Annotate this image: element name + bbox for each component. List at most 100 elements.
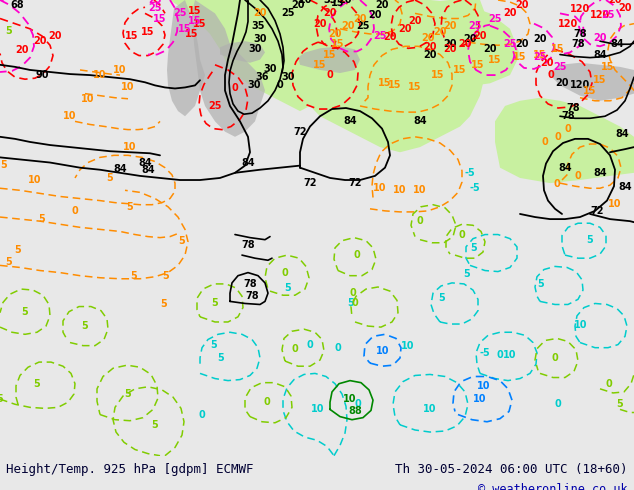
Text: 36: 36 <box>256 72 269 82</box>
Text: 15: 15 <box>141 27 155 37</box>
Text: 20: 20 <box>443 45 456 54</box>
Text: 5: 5 <box>127 202 133 212</box>
Text: 15: 15 <box>188 6 202 16</box>
Text: 25: 25 <box>373 31 387 41</box>
Text: 15: 15 <box>488 55 501 65</box>
Text: 0: 0 <box>417 216 424 226</box>
Text: 84: 84 <box>615 129 629 139</box>
Text: 15: 15 <box>593 75 607 85</box>
Text: 20: 20 <box>253 8 267 18</box>
Text: 5: 5 <box>39 214 46 224</box>
Polygon shape <box>170 0 320 111</box>
Text: 25: 25 <box>356 21 370 31</box>
Text: 15: 15 <box>193 19 207 28</box>
Text: 25: 25 <box>208 101 222 111</box>
Text: 15: 15 <box>0 0 7 3</box>
Text: 20: 20 <box>555 78 569 88</box>
Text: 20: 20 <box>443 39 456 49</box>
Text: 20: 20 <box>483 45 497 54</box>
Text: 20: 20 <box>341 21 355 31</box>
Text: 25: 25 <box>601 10 615 21</box>
Text: 20: 20 <box>463 34 477 44</box>
Text: 20: 20 <box>473 31 487 41</box>
Text: 20: 20 <box>33 36 47 46</box>
Text: 5: 5 <box>617 399 623 409</box>
Text: 30: 30 <box>263 64 277 74</box>
Text: 20: 20 <box>608 0 622 5</box>
Text: 10: 10 <box>343 394 357 404</box>
Text: 10: 10 <box>376 346 390 356</box>
Text: 72: 72 <box>590 206 604 216</box>
Text: 25: 25 <box>281 8 295 18</box>
Polygon shape <box>170 0 490 152</box>
Text: 15: 15 <box>533 49 547 59</box>
Text: 10: 10 <box>608 199 621 209</box>
Text: 5: 5 <box>0 394 3 404</box>
Text: 10: 10 <box>81 94 94 104</box>
Text: 5: 5 <box>217 353 224 363</box>
Text: 84: 84 <box>241 157 255 168</box>
Text: 20: 20 <box>383 32 397 42</box>
Text: 20: 20 <box>540 58 553 68</box>
Text: 25: 25 <box>503 39 517 49</box>
Text: 78: 78 <box>561 111 575 121</box>
Text: 10: 10 <box>574 320 588 330</box>
Polygon shape <box>548 63 634 101</box>
Text: 0: 0 <box>541 137 548 147</box>
Text: 15: 15 <box>408 82 422 93</box>
Text: 5: 5 <box>538 279 545 289</box>
Text: 5: 5 <box>107 173 113 183</box>
Text: 0: 0 <box>281 268 288 278</box>
Text: 15: 15 <box>471 60 485 70</box>
Text: 0: 0 <box>553 179 560 189</box>
Text: 20: 20 <box>375 0 389 10</box>
Text: 0: 0 <box>555 399 561 409</box>
Text: 0: 0 <box>264 397 270 407</box>
Text: 30: 30 <box>253 34 267 44</box>
Text: 120: 120 <box>558 19 578 28</box>
Text: 5: 5 <box>82 321 88 331</box>
Text: 25: 25 <box>553 62 567 72</box>
Text: © weatheronline.co.uk: © weatheronline.co.uk <box>478 483 628 490</box>
Text: 72: 72 <box>303 178 317 188</box>
Text: 15: 15 <box>583 86 597 96</box>
Text: 0: 0 <box>292 343 299 354</box>
Text: 20: 20 <box>48 31 61 41</box>
Text: 120: 120 <box>570 4 590 14</box>
Text: 20: 20 <box>433 27 447 37</box>
Text: 10: 10 <box>121 82 135 93</box>
Text: 0: 0 <box>555 132 561 142</box>
Text: 5: 5 <box>152 420 158 430</box>
Text: 5: 5 <box>439 294 445 303</box>
Text: 5: 5 <box>347 298 354 309</box>
Text: 20: 20 <box>291 0 305 10</box>
Text: 20: 20 <box>515 0 529 10</box>
Text: 84: 84 <box>558 163 572 172</box>
Text: 0: 0 <box>349 288 356 298</box>
Text: 78: 78 <box>566 103 580 113</box>
Text: 10: 10 <box>424 404 437 415</box>
Text: 20: 20 <box>398 24 411 34</box>
Text: 15: 15 <box>188 16 202 25</box>
Text: 0: 0 <box>458 229 465 240</box>
Text: 0: 0 <box>354 250 360 260</box>
Text: 84: 84 <box>593 168 607 178</box>
Text: 120: 120 <box>590 10 610 21</box>
Text: 20: 20 <box>298 0 312 5</box>
Text: 20: 20 <box>328 29 342 39</box>
Text: Height/Temp. 925 hPa [gdpm] ECMWF: Height/Temp. 925 hPa [gdpm] ECMWF <box>6 463 254 476</box>
Text: 15: 15 <box>185 29 198 39</box>
Text: 25: 25 <box>148 3 162 13</box>
Text: 5: 5 <box>163 270 169 281</box>
Text: 20: 20 <box>15 46 29 55</box>
Text: 10: 10 <box>123 142 137 152</box>
Text: 0: 0 <box>552 353 559 363</box>
Polygon shape <box>192 0 265 137</box>
Text: 10: 10 <box>473 394 487 404</box>
Text: 20: 20 <box>421 33 435 43</box>
Text: 5: 5 <box>125 389 131 399</box>
Text: 15: 15 <box>514 51 527 62</box>
Text: 10: 10 <box>29 175 42 185</box>
Text: 25: 25 <box>148 0 162 5</box>
Text: 15: 15 <box>388 80 402 90</box>
